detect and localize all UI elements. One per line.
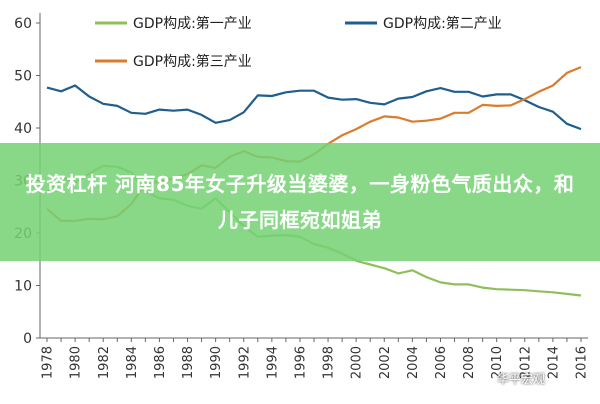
y-tick-label: 40	[14, 121, 32, 137]
x-tick-label: 1980	[69, 346, 84, 379]
y-tick-label: 50	[14, 69, 32, 85]
x-tick-label: 1978	[41, 346, 56, 379]
series-line-2	[46, 84, 582, 131]
x-tick-label: 2010	[490, 346, 505, 379]
x-tick-label: 1986	[153, 346, 168, 379]
x-tick-label: 2012	[518, 346, 533, 379]
x-tick-label: 1992	[237, 346, 252, 379]
x-tick-label: 1996	[293, 346, 308, 379]
x-tick-label: 2016	[575, 346, 590, 379]
overlay-title: 投资杠杆 河南85年女子升级当婆婆，一身粉色气质出众，和儿子同框宛如姐弟	[25, 172, 575, 232]
x-tick-label: 1990	[209, 346, 224, 379]
x-tick-label: 1982	[97, 346, 112, 379]
watermark: 华平宏观	[497, 372, 546, 386]
x-tick-label: 1988	[181, 346, 196, 379]
x-tick-label: 1998	[322, 346, 337, 379]
x-tick-label: 2000	[350, 346, 365, 379]
x-tick-label: 2002	[378, 346, 393, 379]
overlay-banner: 投资杠杆 河南85年女子升级当婆婆，一身粉色气质出众，和儿子同框宛如姐弟	[0, 143, 600, 261]
y-tick-label: 60	[14, 16, 32, 32]
x-tick-label: 1984	[125, 346, 140, 379]
x-tick-label: 2006	[434, 346, 449, 379]
legend-label-3: GDP构成:第三产业	[133, 53, 252, 70]
legend-label-1: GDP构成:第一产业	[133, 15, 252, 32]
x-tick-label: 2004	[406, 346, 421, 379]
x-tick-label: 2014	[546, 346, 561, 379]
y-tick-label: 10	[14, 279, 32, 295]
legend-label-2: GDP构成:第二产业	[383, 15, 502, 32]
x-tick-label: 1994	[265, 346, 280, 379]
y-tick-label: 0	[23, 331, 32, 347]
x-tick-label: 2008	[462, 346, 477, 379]
legend: GDP构成:第一产业 GDP构成:第二产业 GDP构成:第三产业	[95, 15, 502, 70]
